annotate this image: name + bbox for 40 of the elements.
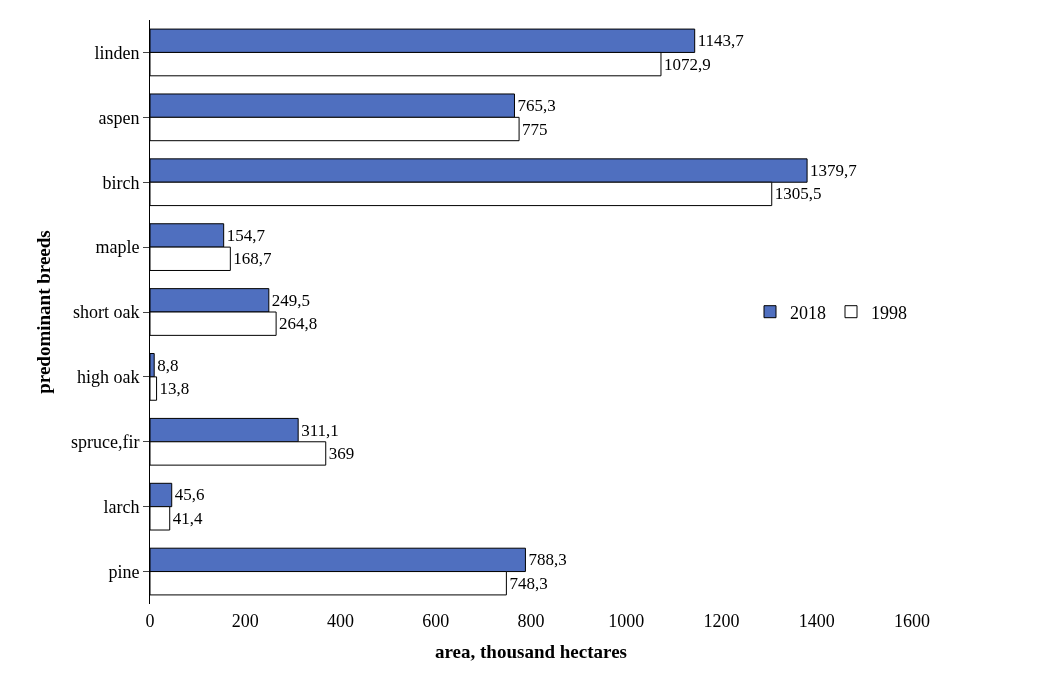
x-axis-title: area, thousand hectares bbox=[435, 641, 627, 663]
x-tick-label: 0 bbox=[145, 610, 155, 631]
x-tick-label: 1400 bbox=[798, 610, 835, 631]
y-tick-label: linden bbox=[94, 42, 140, 63]
data-label: 775 bbox=[522, 119, 548, 139]
y-tick-label: high oak bbox=[76, 367, 140, 388]
data-label: 765,3 bbox=[517, 96, 556, 116]
data-label: 311,1 bbox=[301, 420, 339, 440]
data-label: 1143,7 bbox=[697, 31, 745, 51]
data-label: 154,7 bbox=[226, 225, 266, 245]
x-tick-label: 1200 bbox=[703, 610, 740, 631]
data-label: 41,4 bbox=[172, 508, 203, 528]
data-label: 369 bbox=[328, 443, 355, 463]
data-label: 13,8 bbox=[159, 379, 190, 399]
y-axis-title: predominant breeds bbox=[32, 230, 54, 394]
legend-label: 2018 bbox=[790, 302, 826, 323]
y-tick-label: short oak bbox=[72, 302, 140, 323]
x-tick-label: 600 bbox=[422, 610, 450, 631]
y-tick-label: spruce,fir bbox=[70, 432, 140, 453]
y-tick-label: pine bbox=[108, 561, 140, 582]
data-label: 788,3 bbox=[528, 550, 567, 570]
data-label: 748,3 bbox=[509, 573, 548, 593]
legend-label: 1998 bbox=[871, 302, 907, 323]
x-tick-label: 400 bbox=[327, 610, 354, 631]
y-tick-label: birch bbox=[102, 172, 140, 193]
data-label: 8,8 bbox=[157, 355, 179, 375]
x-tick-label: 800 bbox=[517, 610, 545, 631]
x-tick-label: 1600 bbox=[894, 610, 930, 631]
y-tick-label: maple bbox=[95, 237, 140, 258]
data-label: 1379,7 bbox=[810, 161, 858, 181]
data-label: 1305,5 bbox=[774, 184, 822, 204]
data-label: 45,6 bbox=[174, 485, 205, 505]
data-label: 1072,9 bbox=[663, 54, 711, 74]
data-label: 168,7 bbox=[233, 249, 273, 269]
y-tick-label: larch bbox=[103, 496, 140, 517]
data-label: 264,8 bbox=[279, 314, 318, 334]
y-tick-label: aspen bbox=[98, 107, 140, 128]
x-tick-label: 200 bbox=[231, 610, 259, 631]
x-tick-label: 1000 bbox=[608, 610, 645, 631]
data-label: 249,5 bbox=[271, 290, 311, 310]
